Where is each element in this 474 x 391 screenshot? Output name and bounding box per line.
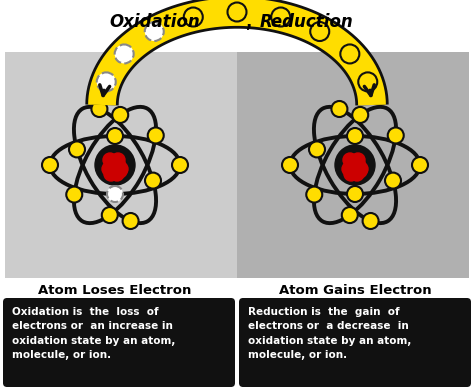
FancyBboxPatch shape [239, 298, 471, 387]
Circle shape [115, 45, 134, 63]
Text: Reduction: Reduction [260, 13, 354, 31]
Circle shape [145, 22, 164, 41]
Bar [5, 52, 237, 278]
Circle shape [342, 162, 356, 176]
Circle shape [112, 107, 128, 123]
Circle shape [353, 164, 367, 178]
Circle shape [335, 145, 375, 185]
Circle shape [388, 127, 404, 143]
Circle shape [348, 159, 362, 173]
Circle shape [91, 101, 108, 117]
Circle shape [102, 162, 116, 176]
Circle shape [102, 207, 118, 223]
Circle shape [342, 207, 358, 223]
Circle shape [363, 213, 379, 229]
Circle shape [344, 167, 358, 181]
Circle shape [352, 159, 366, 173]
Circle shape [310, 22, 329, 41]
Circle shape [347, 186, 363, 202]
Circle shape [309, 142, 325, 158]
Circle shape [340, 45, 359, 63]
Circle shape [345, 164, 359, 178]
FancyBboxPatch shape [3, 298, 235, 387]
Bar [237, 52, 469, 278]
Circle shape [107, 157, 121, 171]
Text: Atom Loses Electron: Atom Loses Electron [38, 284, 191, 297]
Circle shape [113, 164, 127, 178]
Circle shape [350, 167, 364, 181]
Text: Oxidation: Oxidation [109, 13, 200, 31]
Circle shape [354, 162, 368, 176]
Circle shape [228, 2, 246, 22]
Circle shape [348, 166, 362, 180]
Circle shape [412, 157, 428, 173]
Text: ,: , [245, 13, 251, 31]
Text: Oxidation is  the  loss  of
electrons or  an increase in
oxidation state by an a: Oxidation is the loss of electrons or an… [12, 307, 175, 360]
Circle shape [108, 159, 122, 173]
Circle shape [112, 159, 126, 173]
Circle shape [282, 157, 298, 173]
Circle shape [306, 187, 322, 203]
Circle shape [95, 145, 135, 185]
Circle shape [385, 172, 401, 188]
Text: Reduction is  the  gain  of
electrons or  a decrease  in
oxidation state by an a: Reduction is the gain of electrons or a … [248, 307, 411, 360]
Circle shape [343, 153, 357, 167]
Circle shape [105, 164, 119, 178]
Circle shape [108, 166, 122, 180]
Circle shape [347, 128, 363, 144]
Circle shape [42, 157, 58, 173]
Circle shape [123, 213, 138, 229]
Circle shape [97, 72, 116, 91]
Circle shape [114, 162, 128, 176]
Circle shape [352, 107, 368, 123]
Circle shape [69, 142, 85, 158]
Circle shape [104, 167, 118, 181]
Circle shape [331, 101, 347, 117]
Circle shape [107, 186, 123, 202]
Circle shape [145, 172, 161, 188]
Circle shape [271, 7, 290, 27]
Circle shape [110, 167, 124, 181]
Text: Atom Gains Electron: Atom Gains Electron [279, 284, 431, 297]
Circle shape [184, 7, 203, 27]
Circle shape [351, 153, 365, 167]
Circle shape [66, 187, 82, 203]
Circle shape [358, 72, 377, 91]
Circle shape [148, 127, 164, 143]
Circle shape [347, 157, 361, 171]
Circle shape [172, 157, 188, 173]
Circle shape [107, 128, 123, 144]
Circle shape [103, 153, 117, 167]
Circle shape [111, 153, 125, 167]
